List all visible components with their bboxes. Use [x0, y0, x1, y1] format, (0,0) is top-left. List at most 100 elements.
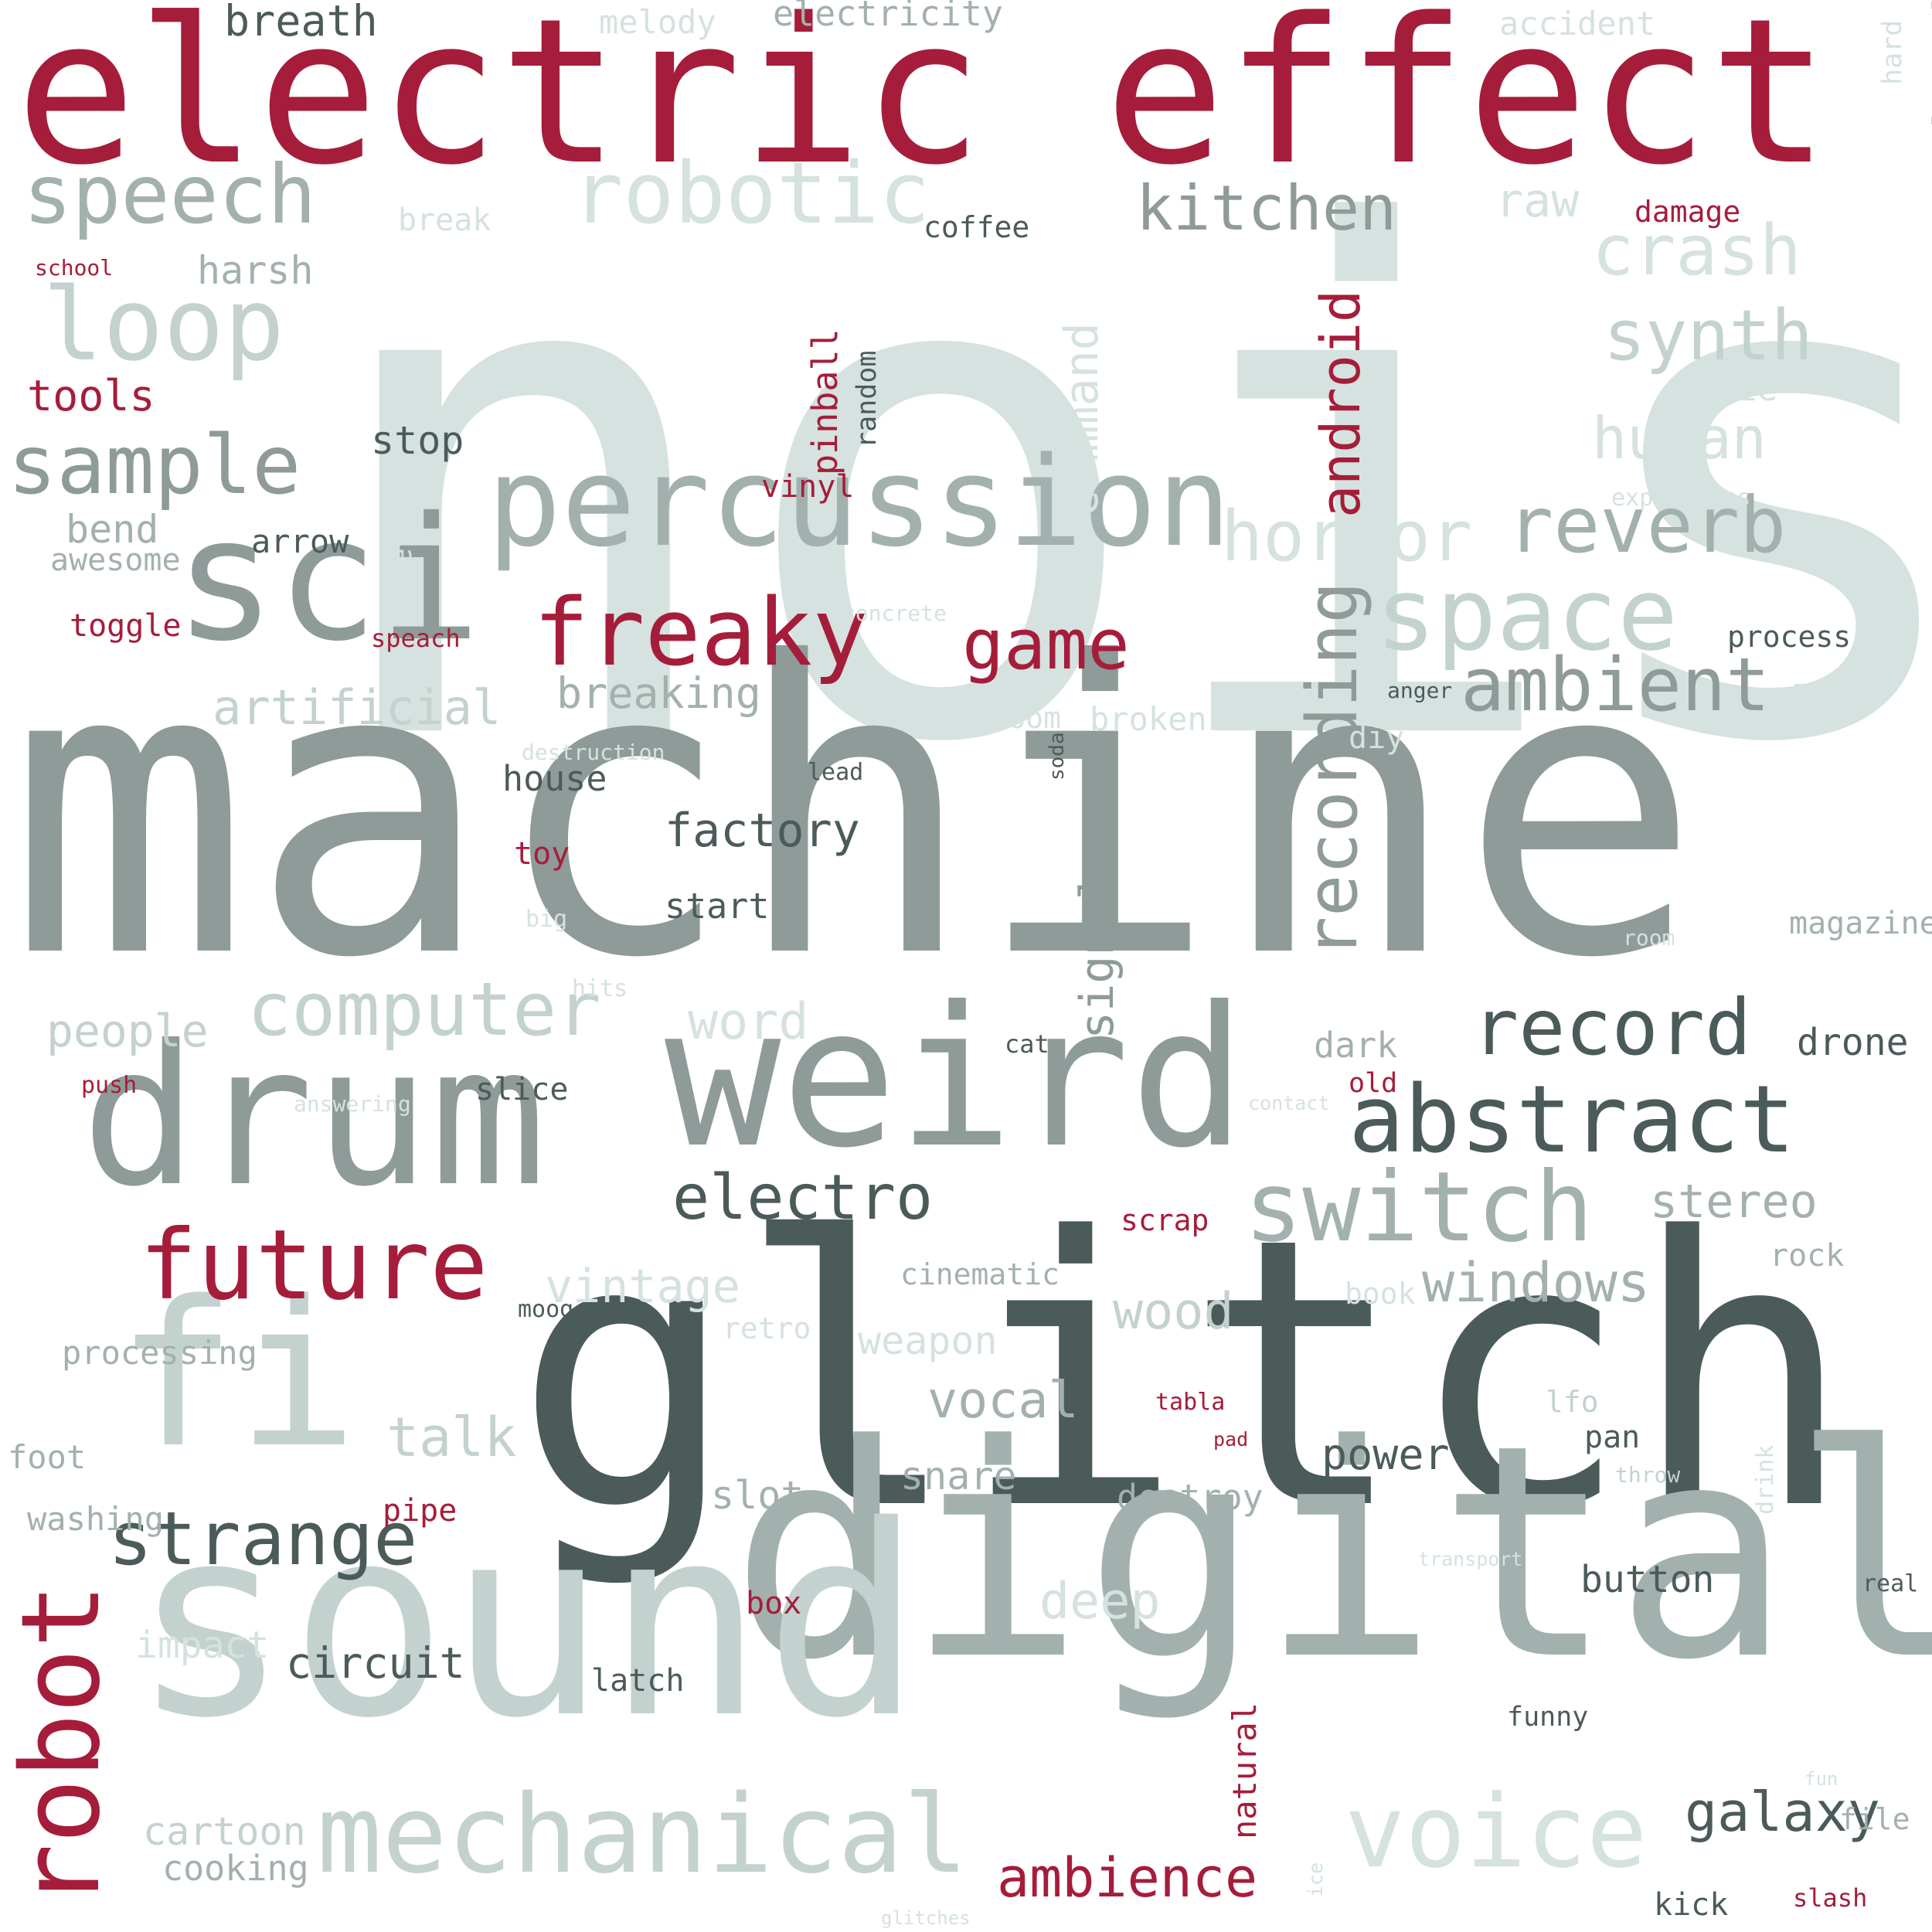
- word-melody: melody: [599, 3, 716, 41]
- word-lfo: lfo: [1546, 1385, 1599, 1419]
- word-digital: digital: [730, 1382, 1932, 1724]
- word-impact: impact: [135, 1624, 270, 1667]
- word-toggle: toggle: [70, 608, 182, 644]
- word-abstract: abstract: [1349, 1066, 1795, 1174]
- word-command: command: [1055, 322, 1109, 518]
- word-house: house: [502, 758, 607, 799]
- word-horror: horror: [1221, 496, 1473, 577]
- word-retro: retro: [723, 1311, 811, 1345]
- word-speech: speech: [23, 148, 317, 242]
- word-sound: sound: [131, 1470, 923, 1776]
- word-weird: weird: [665, 965, 1247, 1190]
- word-word: word: [688, 993, 809, 1051]
- word-process: process: [1727, 620, 1852, 654]
- word-cooking: cooking: [162, 1848, 309, 1889]
- word-drum: drum: [81, 1004, 547, 1229]
- word-human: human: [1592, 404, 1767, 472]
- word-deep: deep: [1039, 1573, 1161, 1631]
- word-slot: slot: [711, 1473, 804, 1518]
- word-file: file: [1839, 1802, 1910, 1836]
- word-bathroom: bathroom: [920, 701, 1062, 735]
- word-cinematic: cinematic: [900, 1257, 1060, 1291]
- word-electricity: electricity: [773, 0, 1004, 34]
- word-breath: breath: [224, 0, 378, 46]
- word-broken: broken: [1090, 700, 1207, 738]
- word-snare: snare: [900, 1454, 1017, 1498]
- word-voice: voice: [1345, 1773, 1648, 1890]
- word-awesome: awesome: [50, 543, 181, 578]
- word-pipe: pipe: [383, 1493, 457, 1529]
- word-ambient: ambient: [1461, 643, 1770, 728]
- word-tools: tools: [27, 371, 155, 420]
- word-electro: electro: [672, 1162, 934, 1233]
- word-pinball: pinball: [804, 328, 845, 475]
- word-hard: hard: [1877, 19, 1908, 85]
- word-cat: cat: [1005, 1029, 1049, 1059]
- word-drone: drone: [1797, 1021, 1909, 1064]
- word-arrow: arrow: [251, 522, 349, 560]
- word-robot: robot: [0, 1583, 124, 1909]
- word-movie: movie: [1673, 368, 1778, 409]
- word-breaking: breaking: [556, 668, 761, 718]
- word-food: food: [1791, 682, 1816, 734]
- word-speach: speach: [371, 624, 461, 653]
- word-destroy: destroy: [1117, 1477, 1264, 1518]
- word-school: school: [35, 255, 114, 281]
- word-machine: machine: [8, 577, 1702, 1046]
- word-natural: natural: [1226, 1702, 1264, 1839]
- word-real: real: [1862, 1570, 1919, 1597]
- word-computer: computer: [247, 968, 601, 1053]
- word-percussion: percussion: [487, 430, 1232, 574]
- word-loop: loop: [43, 266, 285, 383]
- word-vocal: vocal: [927, 1372, 1079, 1430]
- word-recording: recording: [1292, 581, 1373, 958]
- word-box: box: [746, 1586, 802, 1621]
- word-vintage: vintage: [545, 1260, 740, 1314]
- word-old: old: [1349, 1068, 1398, 1099]
- word-moog: moog: [518, 1296, 574, 1323]
- word-throw: throw: [1615, 1462, 1681, 1488]
- word-bend: bend: [66, 507, 159, 552]
- word-room: room: [1623, 925, 1675, 951]
- word-harsh: harsh: [197, 248, 314, 293]
- word-signal: signal: [1070, 872, 1124, 1039]
- word-damage: damage: [1634, 195, 1741, 229]
- word-dark: dark: [1314, 1025, 1398, 1066]
- word-wet: wet: [384, 530, 418, 583]
- word-anger: anger: [1387, 678, 1453, 703]
- word-noise: noise: [313, 86, 1932, 895]
- word-record: record: [1472, 982, 1752, 1073]
- word-concrete: concrete: [842, 600, 947, 626]
- word-crash: crash: [1592, 210, 1801, 291]
- word-stop: stop: [371, 418, 464, 463]
- word-break: break: [398, 202, 492, 238]
- word-windows: windows: [1422, 1251, 1651, 1315]
- word-explosions: explosions: [1611, 485, 1751, 512]
- word-kitchen: kitchen: [1136, 172, 1397, 244]
- word-pad: pad: [1213, 1428, 1249, 1451]
- word-wood: wood: [1113, 1283, 1234, 1341]
- word-galaxy: galaxy: [1685, 1781, 1880, 1844]
- word-factory: factory: [665, 804, 860, 858]
- word-people: people: [46, 1005, 209, 1057]
- word-sci: sci: [174, 481, 481, 679]
- word-destruction: destruction: [522, 740, 665, 765]
- word-push: push: [81, 1072, 138, 1099]
- word-magazine: magazine: [1789, 906, 1932, 941]
- word-contact: contact: [1248, 1092, 1330, 1114]
- word-glitch: glitch: [514, 1159, 1854, 1591]
- word-strange: strange: [108, 1497, 418, 1582]
- word-fi: fi: [116, 1259, 359, 1492]
- word-drink: drink: [1752, 1444, 1779, 1515]
- word-rock: rock: [1770, 1238, 1845, 1274]
- word-space: space: [1376, 556, 1679, 673]
- word-pan: pan: [1584, 1420, 1641, 1455]
- word-answering: answering: [294, 1091, 411, 1117]
- word-funny: funny: [1507, 1702, 1589, 1733]
- word-artificial: artificial: [213, 679, 502, 736]
- word-hits: hits: [572, 975, 628, 1002]
- word-scrap: scrap: [1121, 1203, 1209, 1237]
- word-cartoon: cartoon: [143, 1809, 306, 1854]
- word-random: random: [852, 350, 883, 448]
